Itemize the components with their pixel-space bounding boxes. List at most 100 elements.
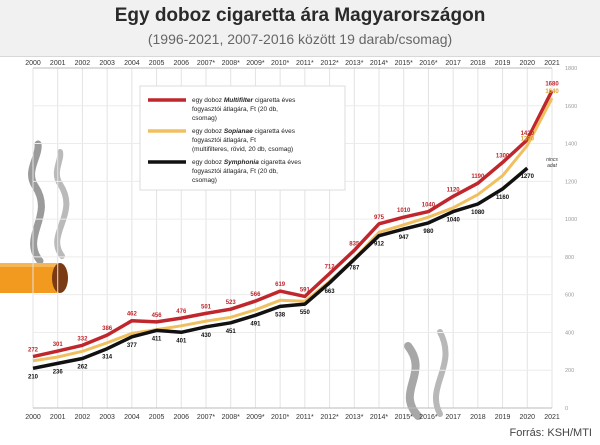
x-tick-label-top: 2002: [75, 60, 91, 67]
x-tick-label-top: 2021: [544, 60, 560, 67]
data-label: 550: [300, 310, 311, 316]
x-tick-label-top: 2017: [445, 60, 461, 67]
data-label: 491: [250, 321, 261, 327]
x-tick-label-bottom: 2005: [149, 414, 165, 421]
x-tick-label-bottom: 2012*: [320, 414, 339, 421]
x-tick-label-top: 2016*: [419, 60, 438, 67]
data-label: 591: [300, 287, 311, 293]
data-label: 712: [325, 265, 336, 271]
data-label: 411: [152, 336, 162, 342]
y-tick-label: 1200: [565, 179, 577, 185]
data-label: 1390: [521, 136, 535, 142]
legend-label: egy doboz Sopianae cigaretta éves: [192, 128, 296, 135]
data-label: 663: [325, 289, 336, 295]
y-tick-label: 1600: [565, 104, 577, 110]
legend: egy doboz Multifilter cigaretta éves fogy…: [139, 85, 346, 191]
header: Egy doboz cigaretta ára Magyarországon (…: [0, 0, 600, 57]
no-data-note: adat: [547, 163, 557, 169]
x-tick-label-top: 2015*: [395, 60, 414, 67]
data-label: 210: [28, 374, 39, 380]
line-chart: 2000200020012001200220022003200320042004…: [0, 60, 577, 421]
data-label: 1040: [446, 218, 460, 224]
legend-label: egy doboz Multifilter cigaretta éves: [192, 97, 296, 104]
data-label: 476: [176, 309, 187, 315]
x-tick-label-top: 2018: [470, 60, 486, 67]
data-label: 947: [399, 235, 410, 241]
x-tick-label-top: 2006: [173, 60, 189, 67]
x-tick-label-top: 2000: [25, 60, 41, 67]
data-label: 1120: [447, 187, 461, 193]
data-label: 619: [275, 282, 286, 288]
x-tick-label-top: 2012*: [320, 60, 339, 67]
x-tick-label-bottom: 2015*: [395, 414, 414, 421]
x-tick-label-bottom: 2003: [99, 414, 115, 421]
y-tick-label: 1000: [565, 217, 577, 223]
smoke-icon: [53, 149, 70, 259]
data-label: 401: [176, 338, 187, 344]
data-label: 451: [226, 329, 237, 335]
x-tick-label-bottom: 2008*: [222, 414, 241, 421]
smoke-icon: [28, 140, 45, 265]
x-tick-label-bottom: 2014*: [370, 414, 389, 421]
smoke-icon: [432, 329, 449, 417]
data-label: 430: [201, 333, 212, 339]
legend-label: egy doboz Symphonia cigaretta éves: [192, 159, 302, 166]
legend-label: fogyasztói átlagára, Ft (20 db,: [192, 168, 278, 175]
data-label: 501: [201, 304, 212, 310]
cigarette-icon: [0, 263, 58, 293]
x-tick-label-bottom: 2009*: [246, 414, 265, 421]
legend-label: csomag): [192, 177, 217, 184]
x-tick-label-bottom: 2010*: [271, 414, 290, 421]
x-tick-label-top: 2008*: [222, 60, 241, 67]
series-line-multifilter: [32, 89, 554, 359]
x-tick-label-bottom: 2001: [50, 414, 66, 421]
data-label: 912: [374, 242, 385, 248]
x-tick-label-bottom: 2021: [544, 414, 560, 421]
legend-label: csomag): [192, 115, 217, 122]
data-label: 787: [349, 265, 360, 271]
x-tick-label-bottom: 2011*: [296, 414, 314, 421]
data-label: 332: [77, 336, 88, 342]
x-tick-label-top: 2019: [495, 60, 511, 67]
x-tick-label-bottom: 2017: [445, 414, 461, 421]
x-tick-label-top: 2009*: [246, 60, 265, 67]
chart-subtitle: (1996-2021, 2007-2016 között 19 darab/cs…: [147, 31, 453, 47]
x-tick-label-top: 2007*: [197, 60, 216, 67]
x-tick-label-top: 2013*: [345, 60, 364, 67]
series-group: 272 301 332 386 462 456 476 501 523 566 619 591 712 8…: [28, 82, 559, 381]
data-label: 386: [102, 326, 113, 332]
data-label: 272: [28, 348, 39, 354]
data-label: 1010: [397, 208, 411, 214]
data-label: 1300: [496, 153, 510, 159]
data-label: 980: [423, 229, 434, 235]
data-label: 538: [275, 312, 286, 318]
x-tick-label-bottom: 2013*: [345, 414, 364, 421]
data-label: 377: [127, 343, 138, 349]
x-tick-label-top: 2014*: [370, 60, 389, 67]
x-tick-label-bottom: 2019: [495, 414, 511, 421]
x-tick-label-bottom: 2006: [173, 414, 189, 421]
y-tick-label: 1800: [565, 66, 577, 72]
x-tick-label-top: 2011*: [296, 60, 314, 67]
legend-label: (multifilteres, rövid, 20 db, csomag): [192, 146, 293, 153]
x-tick-label-top: 2005: [149, 60, 165, 67]
data-label: 1160: [496, 195, 510, 201]
data-label: 456: [152, 313, 163, 319]
data-label: 462: [127, 312, 138, 318]
chart-title: Egy doboz cigaretta ára Magyarországon: [114, 5, 486, 26]
x-tick-label-bottom: 2000: [25, 414, 41, 421]
data-label: 835: [349, 241, 360, 247]
x-tick-label-top: 2010*: [271, 60, 290, 67]
x-tick-label-bottom: 2002: [75, 414, 91, 421]
y-tick-label: 0: [565, 406, 568, 412]
y-tick-label: 200: [565, 368, 574, 374]
data-label: 262: [77, 365, 88, 371]
data-label: 301: [53, 342, 64, 348]
y-tick-label: 600: [565, 293, 574, 299]
x-tick-label-bottom: 2004: [124, 414, 140, 421]
x-tick-label-bottom: 2020: [519, 414, 535, 421]
y-tick-label: 400: [565, 330, 574, 336]
data-label: 236: [53, 369, 64, 375]
legend-label: fogyasztói átlagára, Ft: [192, 137, 256, 144]
x-tick-label-top: 2003: [99, 60, 115, 67]
